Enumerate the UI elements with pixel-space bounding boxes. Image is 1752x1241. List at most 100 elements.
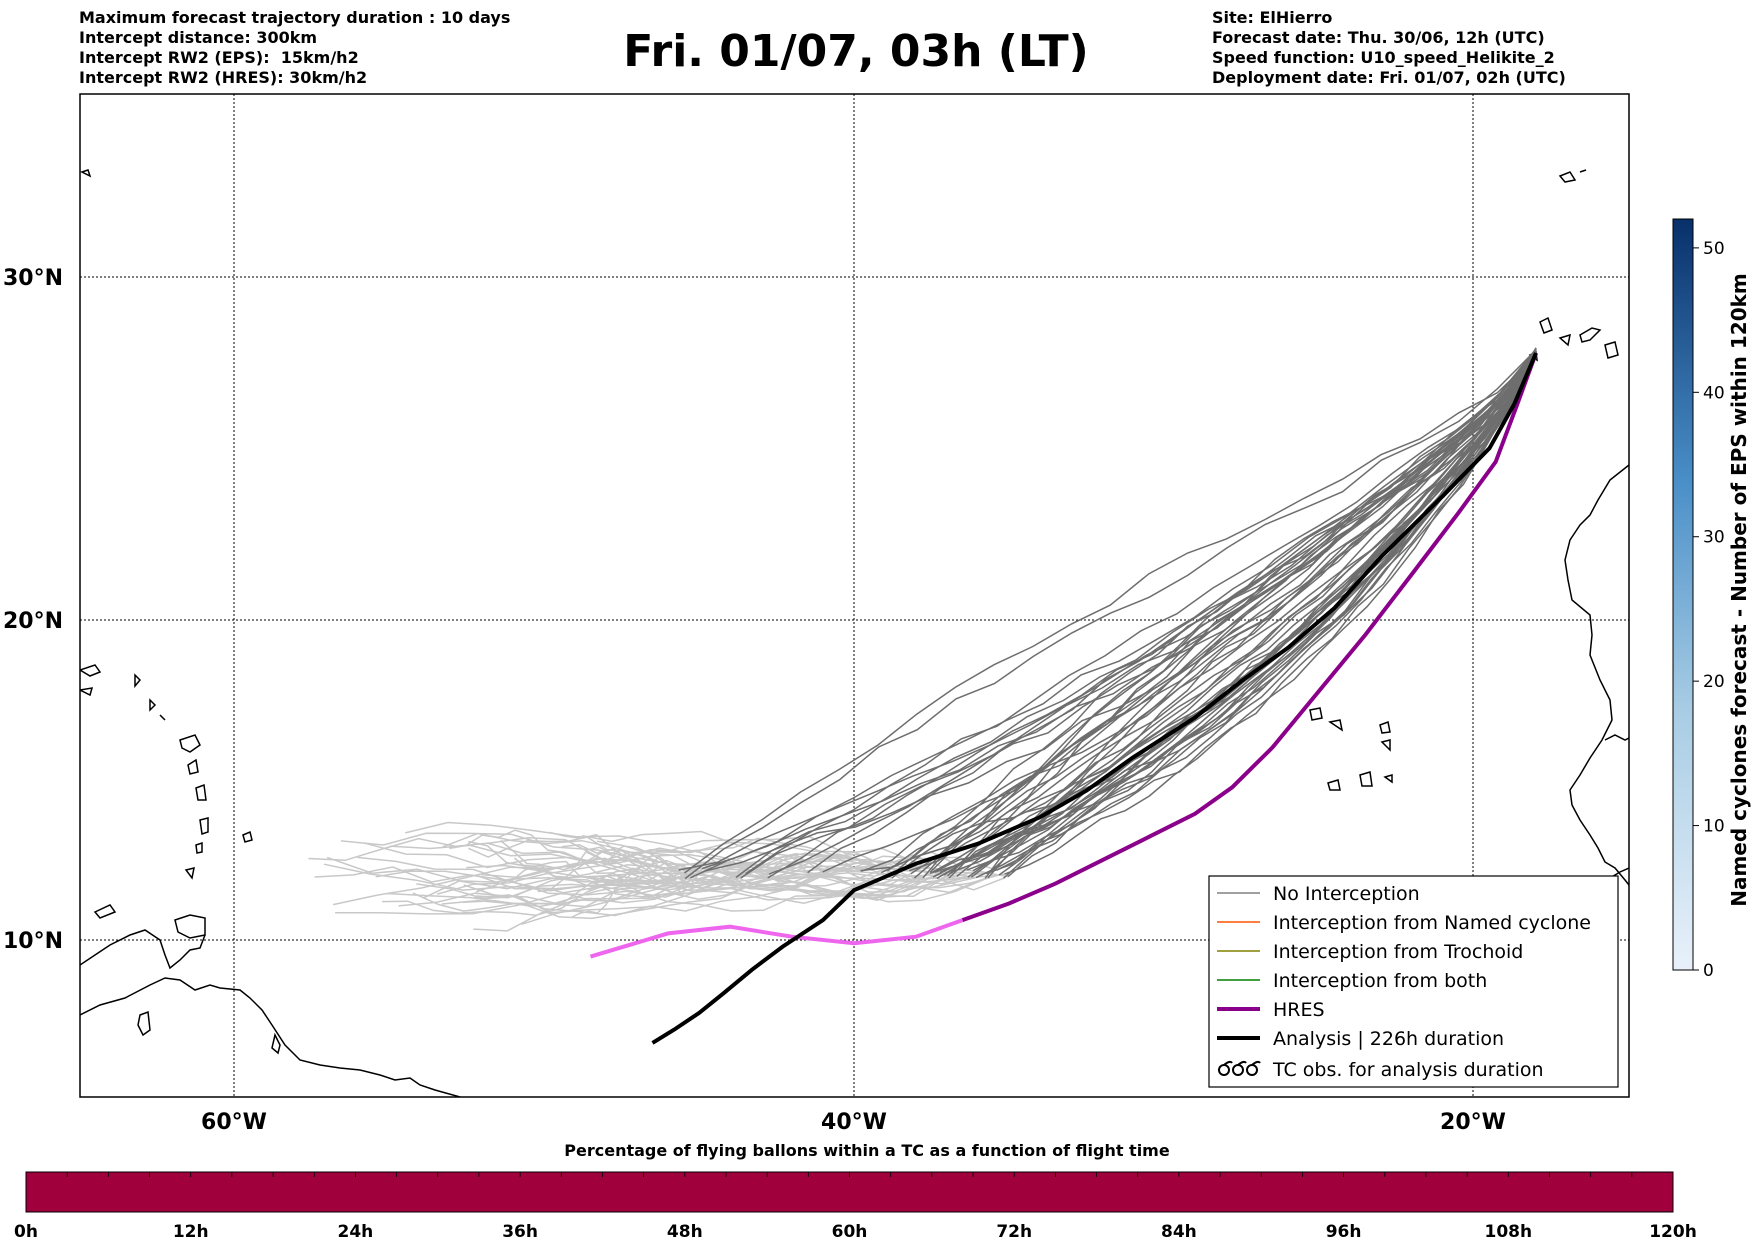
eps-track <box>308 836 823 891</box>
island-barbados <box>242 830 253 843</box>
legend-label: Analysis | 226h duration <box>1273 1028 1504 1050</box>
coast-feature <box>137 1010 151 1037</box>
island-martinique <box>195 783 207 801</box>
colorbar-bottom-tick-label: 72h <box>996 1222 1032 1241</box>
island-cape-verde <box>1380 739 1391 752</box>
colorbar-right-tick-label: 10 <box>1703 817 1725 837</box>
eps-track <box>887 347 1537 872</box>
island-grenada <box>184 866 195 880</box>
eps-track <box>476 874 924 912</box>
analysis-track <box>651 352 1538 1045</box>
eps-track <box>416 856 888 914</box>
eps-track <box>929 347 1537 875</box>
colorbar-bottom-tick-label: 48h <box>667 1222 703 1241</box>
header-left: Maximum forecast trajectory duration : 1… <box>79 8 510 88</box>
eps-track <box>684 349 1537 880</box>
legend-label: No Interception <box>1273 883 1420 905</box>
eps-track <box>513 845 685 874</box>
legend-label: TC obs. for analysis duration <box>1272 1059 1544 1081</box>
eps-track <box>880 349 1537 874</box>
island-cape-verde <box>1328 719 1344 732</box>
eps-track <box>947 355 1537 877</box>
island-canary <box>1558 333 1571 347</box>
colorbar-bottom-tick-label: 96h <box>1326 1222 1362 1241</box>
hres-track <box>961 352 1538 922</box>
eps-track <box>603 853 968 886</box>
island-dominica <box>187 758 199 775</box>
colorbar-right-gradient <box>1672 218 1694 971</box>
header-left-line: Intercept RW2 (EPS): 15km/h2 <box>79 48 359 67</box>
legend-label: Interception from Named cyclone <box>1273 912 1591 934</box>
header-left-line: Intercept RW2 (HRES): 30km/h2 <box>79 68 368 87</box>
cyclone-symbols-icon <box>1218 1060 1261 1076</box>
header-left-line: Intercept distance: 300km <box>79 28 318 47</box>
colorbar-bottom-bar <box>25 1171 1674 1213</box>
coastlines <box>80 169 1629 1097</box>
eps-track <box>326 856 957 890</box>
island-bermuda <box>80 169 92 178</box>
island-guadeloupe <box>179 734 201 753</box>
coast-south-america <box>80 977 461 1097</box>
eps-track <box>382 862 742 917</box>
eps-track <box>1004 348 1537 875</box>
colorbar-right-ticks: 0 10 20 30 40 50 <box>1693 239 1725 981</box>
eps-track <box>412 859 769 912</box>
map-frame <box>79 93 1630 1098</box>
lon-label-40w: 40°W <box>821 1110 887 1135</box>
eps-track <box>822 357 1537 873</box>
colorbar-bottom-tick-label: 36h <box>502 1222 538 1241</box>
lon-labels: 60°W 40°W 20°W <box>201 1110 1506 1135</box>
island-madeira <box>1558 169 1587 183</box>
lat-labels: 30°N 20°N 10°N <box>3 266 63 954</box>
lon-label-60w: 60°W <box>201 1110 267 1135</box>
colorbar-bottom-tick-label: 84h <box>1161 1222 1197 1241</box>
coast-feature <box>1604 734 1629 741</box>
header-left-line: Maximum forecast trajectory duration : 1… <box>79 8 511 27</box>
legend-label: Interception from Trochoid <box>1273 941 1523 963</box>
colorbar-bottom-tick-label: 0h <box>14 1222 38 1241</box>
colorbar-bottom-tick-label: 24h <box>338 1222 374 1241</box>
island <box>80 687 94 697</box>
colorbar-bottom-tick-label: 60h <box>832 1222 868 1241</box>
eps-track <box>860 349 1537 872</box>
colorbar-bottom-tick-label: 12h <box>173 1222 209 1241</box>
legend-box <box>1208 875 1619 1088</box>
colorbar-right-tick-label: 0 <box>1703 961 1714 981</box>
header-right-line: Site: ElHierro <box>1212 8 1333 27</box>
eps-tracks-late <box>678 347 1537 880</box>
eps-track <box>956 354 1537 877</box>
legend-label: Interception from both <box>1273 970 1487 992</box>
legend: No Interception Interception from Named … <box>1208 875 1619 1088</box>
eps-track <box>767 349 1537 879</box>
lat-label-30n: 30°N <box>3 266 63 291</box>
eps-track <box>896 353 1537 872</box>
island-canary <box>1579 327 1602 343</box>
header-right-line: Speed function: U10_speed_Helikite_2 <box>1212 48 1555 67</box>
hres-track-early <box>589 918 964 959</box>
header-right-line: Deployment date: Fri. 01/07, 02h (UTC) <box>1212 68 1566 87</box>
island-cape-verde <box>1359 771 1373 787</box>
island-canary <box>1539 316 1553 334</box>
colorbar-right-tick-label: 20 <box>1703 672 1725 692</box>
island-cape-verde <box>1309 707 1323 721</box>
eps-tracks-early <box>308 821 1009 932</box>
colorbar-right-label: Named cyclones forecast - Number of EPS … <box>1727 273 1751 907</box>
page-title: Fri. 01/07, 03h (LT) <box>623 26 1089 77</box>
eps-track <box>985 354 1537 875</box>
eps-track <box>314 855 861 898</box>
island-st-vincent <box>195 841 203 854</box>
eps-track <box>690 352 1537 879</box>
colorbar-bottom-ticks: 0h 12h 24h 36h 48h 60h 72h 84h 96h 108h 120h <box>14 1172 1697 1241</box>
header-right-line: Forecast date: Thu. 30/06, 12h (UTC) <box>1212 28 1545 47</box>
colorbar-bottom-title: Percentage of flying ballons within a TC… <box>564 1141 1170 1160</box>
graticule <box>80 94 1629 1097</box>
island-curacao <box>93 904 117 919</box>
eps-track <box>481 858 986 901</box>
eps-track <box>701 354 1537 870</box>
coast-feature <box>271 1032 281 1055</box>
colorbar-right-tick-label: 30 <box>1703 528 1725 548</box>
lat-label-10n: 10°N <box>3 929 63 954</box>
colorbar-right: 0 10 20 30 40 50 Named cyclones forecast - Nu… <box>1672 218 1751 981</box>
header-right: Site: ElHierro Forecast date: Thu. 30/06… <box>1212 8 1566 88</box>
island-cape-verde <box>1379 720 1391 734</box>
